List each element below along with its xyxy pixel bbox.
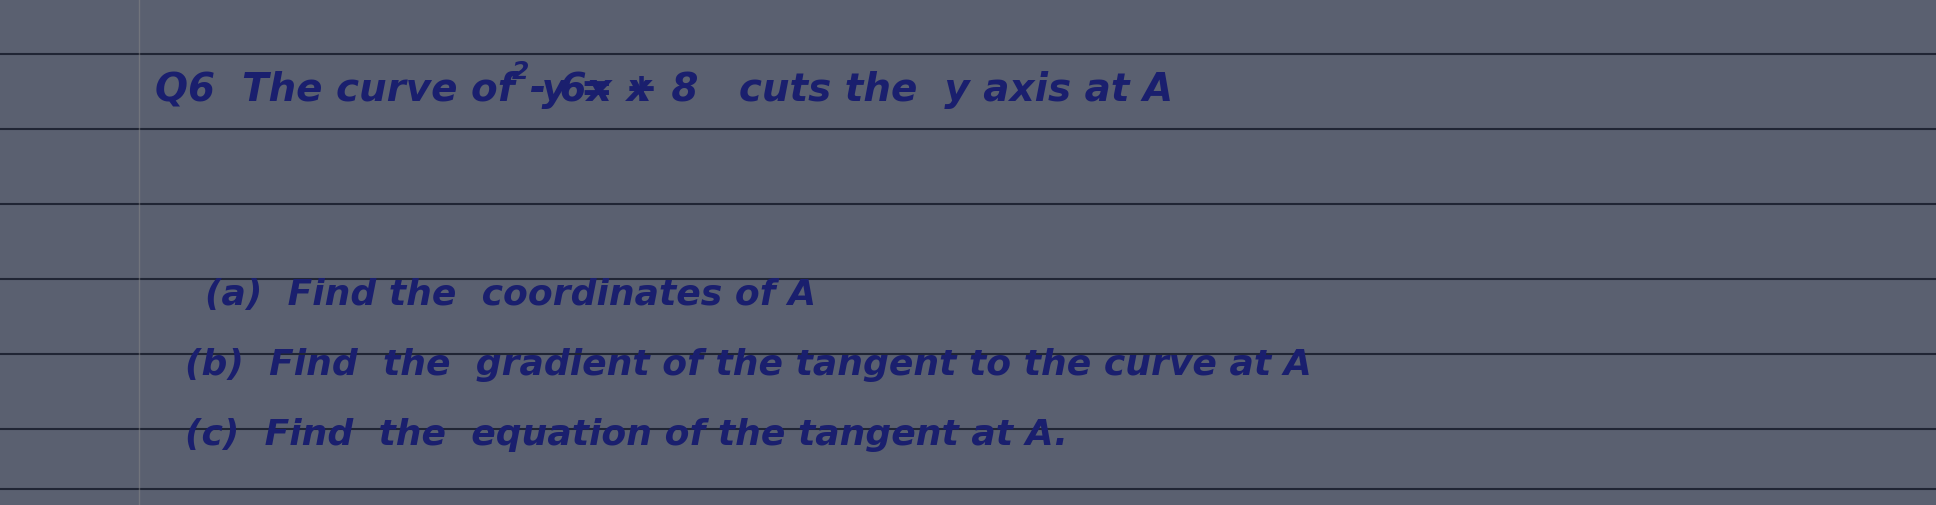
Text: (b)  Find  the  gradient of the tangent to the curve at A: (b) Find the gradient of the tangent to … <box>186 347 1313 381</box>
Text: - 6x + 8   cuts the  y axis at A: - 6x + 8 cuts the y axis at A <box>530 71 1173 109</box>
Text: (a)  Find the  coordinates of A: (a) Find the coordinates of A <box>205 277 817 312</box>
Text: 2: 2 <box>511 60 529 84</box>
Text: Q6  The curve of  y = x: Q6 The curve of y = x <box>155 71 652 109</box>
Text: (c)  Find  the  equation of the tangent at A.: (c) Find the equation of the tangent at … <box>186 417 1069 451</box>
